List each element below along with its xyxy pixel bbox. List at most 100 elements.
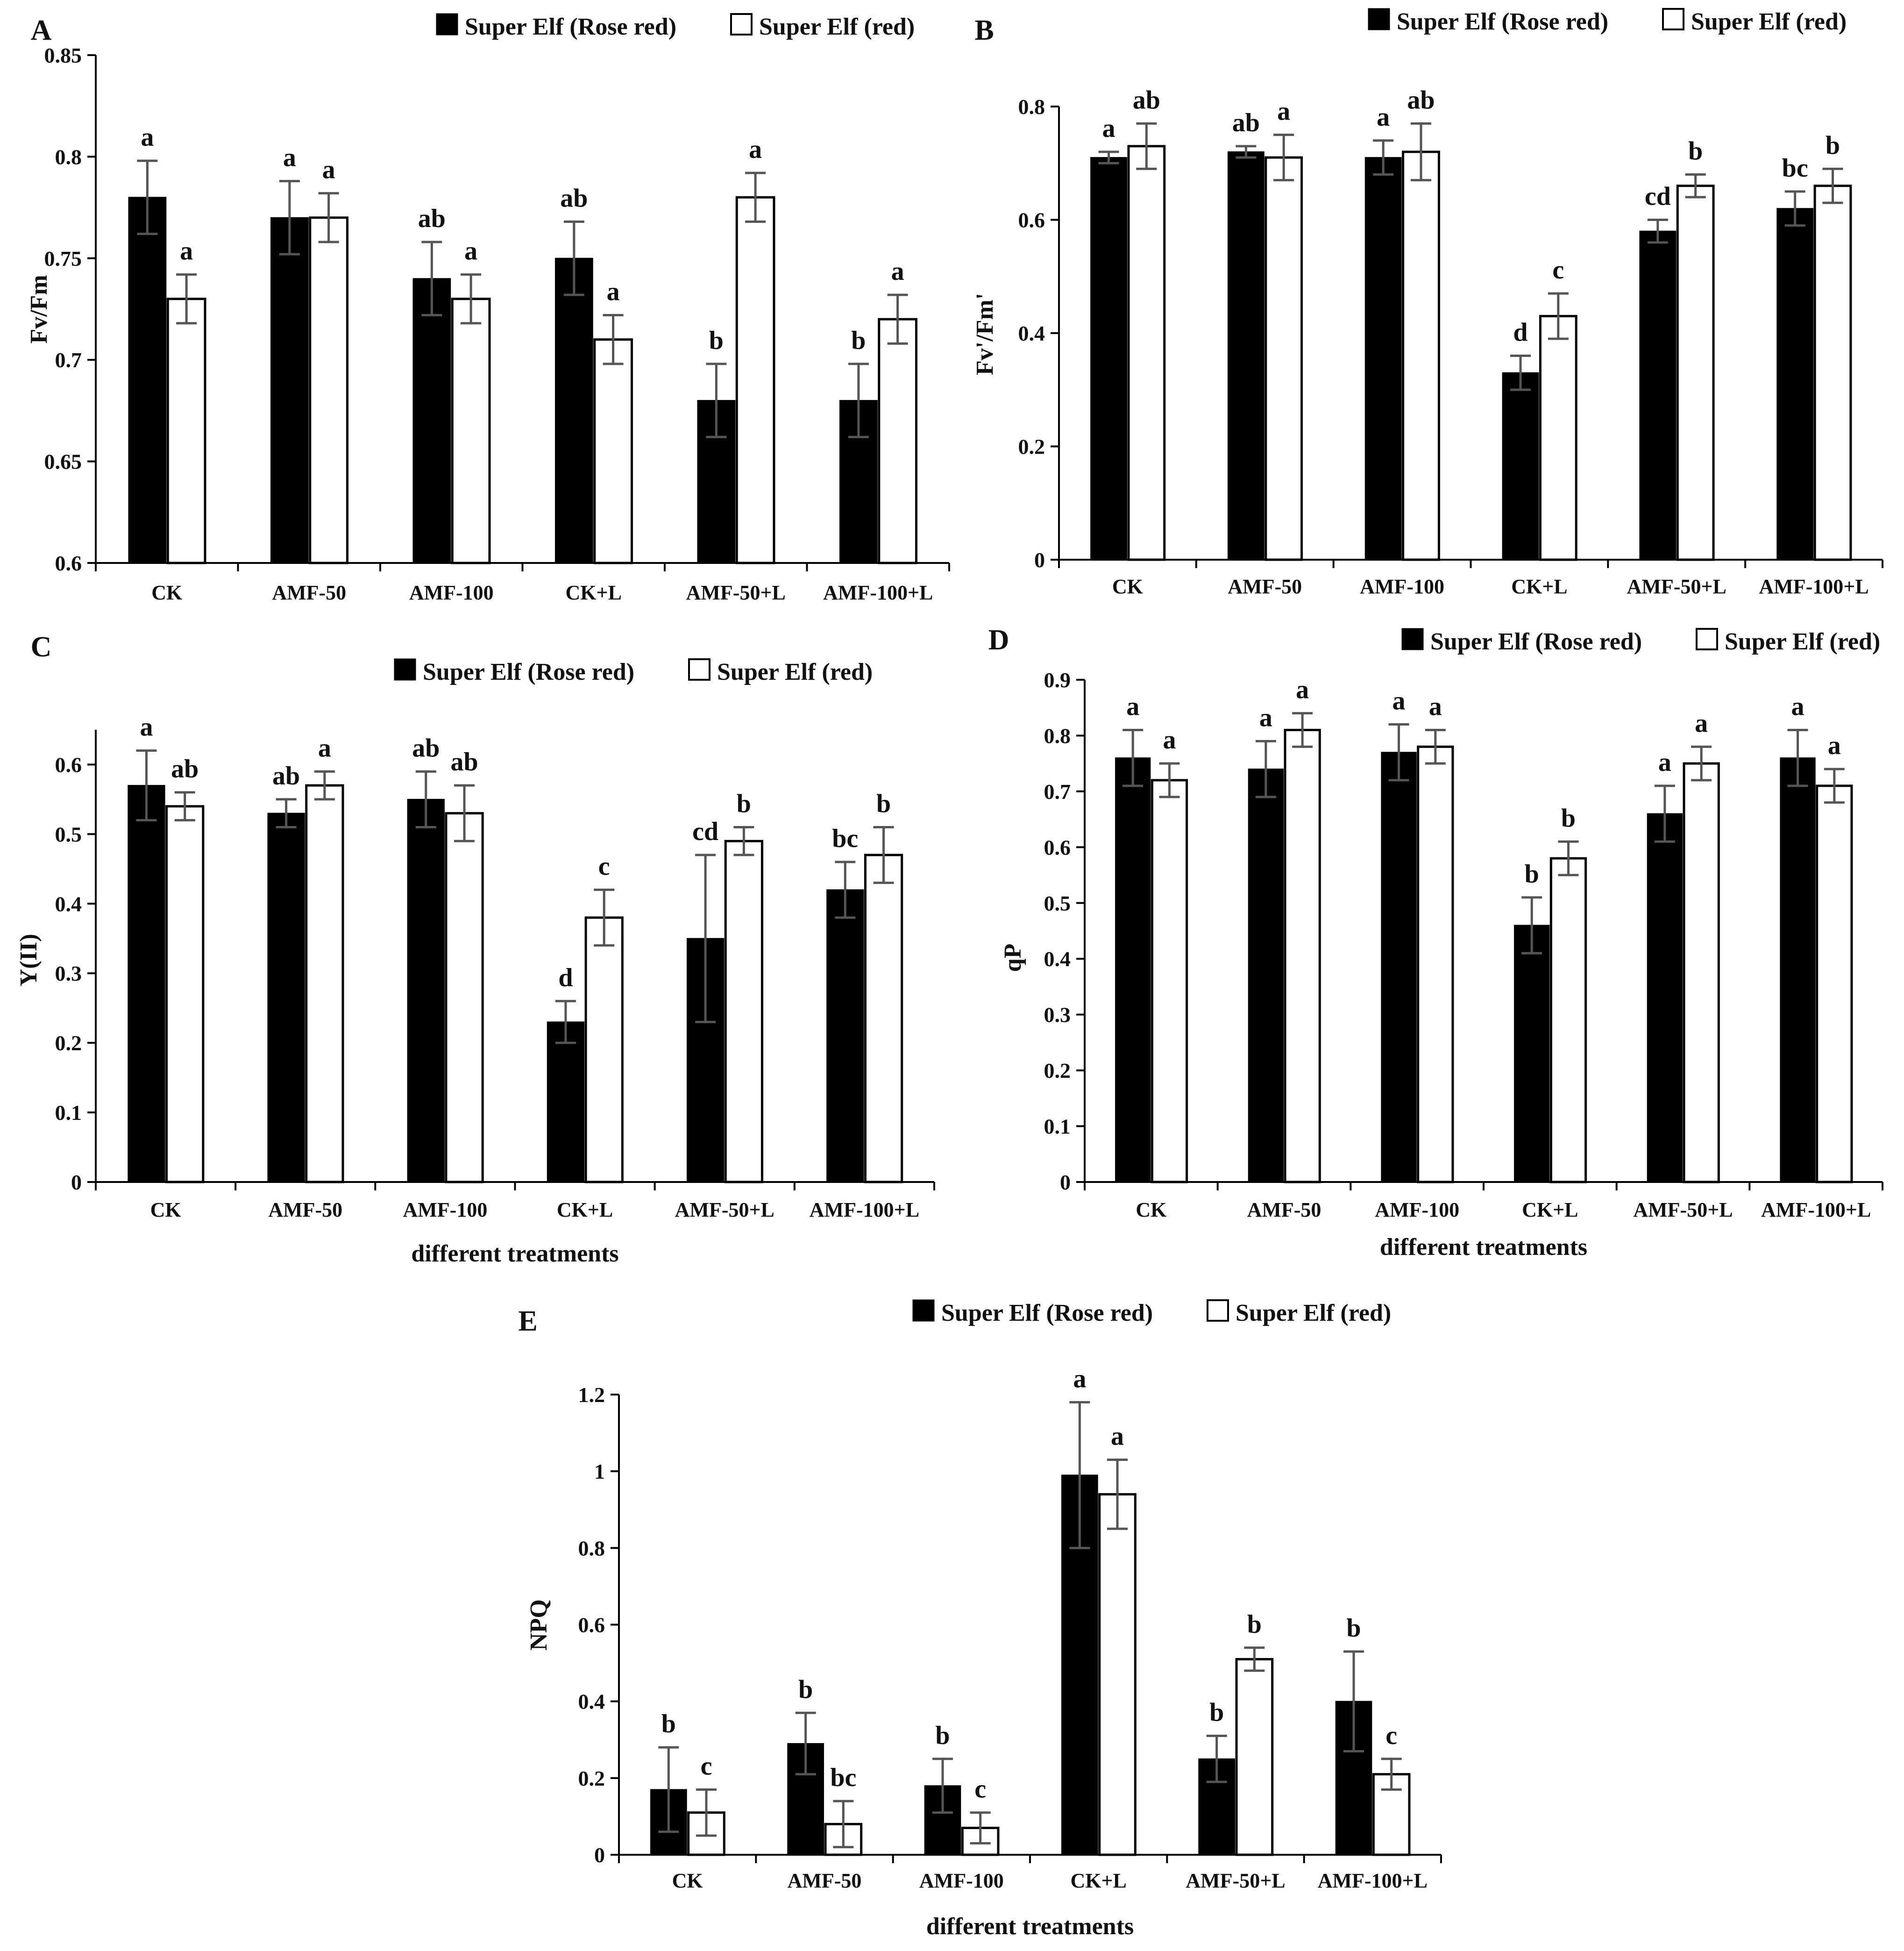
legend-label-red: Super Elf (red)	[717, 659, 873, 685]
x-axis-label: different treatments	[1380, 1234, 1587, 1260]
category-label: AMF-50	[788, 1869, 862, 1892]
bar-red	[445, 812, 484, 1183]
bar-red	[165, 805, 205, 1183]
bar-rose-red	[1381, 752, 1417, 1183]
bar-rose-red	[1364, 157, 1402, 560]
bar-red	[166, 298, 206, 564]
y-tick-label: 0.6	[578, 1613, 605, 1637]
category-label: AMF-100	[919, 1869, 1004, 1892]
category-label: AMF-50+L	[1627, 575, 1726, 598]
category-label: AMF-50+L	[675, 1198, 774, 1221]
significance-letter: ab	[272, 762, 300, 790]
chart-panel-a: A Super Elf (Rose red) Super Elf (red) 0.6 0…	[26, 13, 950, 604]
bar-red	[735, 196, 775, 564]
bar-rose-red	[412, 278, 451, 563]
y-tick-label: 0.8	[1044, 724, 1071, 748]
legend-swatch-red	[1696, 628, 1718, 650]
chart-panel-d: D Super Elf (Rose red) Super Elf (red) 0 0.1…	[988, 624, 1883, 1260]
legend-swatch-rose-red	[436, 13, 458, 36]
bar-red	[1539, 315, 1577, 561]
significance-letter: a	[1791, 692, 1805, 721]
bar-red	[309, 216, 348, 564]
bar-red	[451, 298, 491, 564]
y-tick-label: 0.2	[55, 1031, 82, 1055]
significance-letter: ab	[1133, 85, 1160, 114]
significance-letter: a	[140, 713, 153, 742]
y-tick-label: 0.4	[55, 892, 82, 916]
category-label: AMF-100+L	[1318, 1869, 1428, 1892]
significance-letter: c	[974, 1775, 986, 1804]
category-label: AMF-50+L	[1186, 1869, 1285, 1892]
category-label: CK+L	[566, 581, 622, 604]
bar-red	[1284, 729, 1321, 1183]
chart-panel-e: E Super Elf (Rose red) Super Elf (red) 0 0.2…	[518, 1299, 1442, 1940]
legend-label-red: Super Elf (red)	[1725, 628, 1880, 655]
legend-label-rose-red: Super Elf (Rose red)	[941, 1300, 1153, 1326]
bar-rose-red	[1780, 757, 1816, 1182]
bar-red	[584, 916, 624, 1183]
significance-letter: b	[935, 1721, 950, 1750]
bar-rose-red	[1776, 208, 1814, 560]
bar-red	[1813, 185, 1852, 561]
panel-label: C	[31, 631, 52, 663]
y-tick-label: 0.6	[55, 753, 82, 776]
bar-rose-red	[407, 798, 445, 1182]
significance-letter: ab	[1232, 108, 1260, 137]
y-tick-label: 0.5	[55, 822, 82, 846]
significance-letter: c	[1552, 256, 1564, 285]
y-tick-label: 0.4	[1018, 321, 1045, 345]
significance-letter: a	[1073, 1364, 1086, 1393]
category-label: CK	[150, 1198, 181, 1221]
bar-rose-red	[1502, 372, 1539, 560]
significance-letter: ab	[171, 755, 199, 783]
y-tick-label: 1	[594, 1460, 605, 1483]
y-tick-label: 0.4	[1044, 947, 1071, 971]
significance-letter: a	[1259, 703, 1272, 732]
category-label: AMF-100	[403, 1198, 487, 1221]
chart-panel-b: B Super Elf (Rose red) Super Elf (red) 0 0.2…	[972, 8, 1883, 598]
significance-letter: a	[1102, 114, 1115, 143]
bar-rose-red	[1514, 925, 1550, 1182]
bar-red	[1151, 779, 1188, 1183]
y-tick-label: 0.3	[55, 961, 82, 985]
bar-red	[1372, 1773, 1411, 1856]
chart-panel-c: C Super Elf (Rose red) Super Elf (red) 0 0.1…	[15, 631, 935, 1267]
bar-rose-red	[1647, 813, 1683, 1182]
significance-letter: b	[1561, 804, 1576, 833]
legend: Super Elf (Rose red) Super Elf (red)	[912, 1299, 1391, 1326]
y-tick-label: 0.65	[44, 450, 82, 474]
significance-letter: c	[598, 852, 610, 881]
y-tick-label: 1.2	[578, 1383, 605, 1407]
legend-swatch-red	[730, 13, 753, 36]
category-label: CK	[672, 1869, 703, 1892]
significance-letter: a	[891, 257, 904, 286]
significance-letter: b	[851, 326, 866, 355]
legend-swatch-rose-red	[1401, 628, 1424, 650]
y-tick-label: 0.2	[1044, 1059, 1071, 1082]
significance-letter: a	[1296, 676, 1309, 705]
significance-letter: ab	[560, 184, 588, 213]
panel-label: D	[988, 624, 1009, 656]
bar-rose-red	[826, 889, 864, 1182]
significance-letter: bc	[1782, 154, 1808, 183]
significance-letter: c	[701, 1752, 712, 1780]
bar-rose-red	[128, 197, 167, 563]
significance-letter: a	[1163, 726, 1176, 755]
significance-letter: a	[180, 237, 193, 266]
y-tick-label: 0.3	[1044, 1003, 1071, 1027]
y-tick-label: 0.7	[1044, 780, 1071, 804]
x-axis-label: different treatments	[926, 1913, 1134, 1940]
significance-letter: a	[322, 156, 335, 185]
legend: Super Elf (Rose red) Super Elf (red)	[436, 13, 915, 40]
significance-letter: a	[749, 135, 762, 164]
legend-swatch-rose-red	[1368, 8, 1390, 30]
panel-label: B	[974, 14, 994, 46]
bar-red	[1683, 762, 1720, 1183]
significance-letter: a	[283, 143, 296, 172]
significance-letter: a	[1111, 1422, 1124, 1451]
category-label: AMF-50	[268, 1198, 342, 1221]
bar-red	[1235, 1658, 1274, 1856]
significance-letter: ab	[1407, 85, 1435, 114]
x-axis-label: different treatments	[411, 1240, 618, 1267]
category-label: CK+L	[1070, 1869, 1126, 1892]
